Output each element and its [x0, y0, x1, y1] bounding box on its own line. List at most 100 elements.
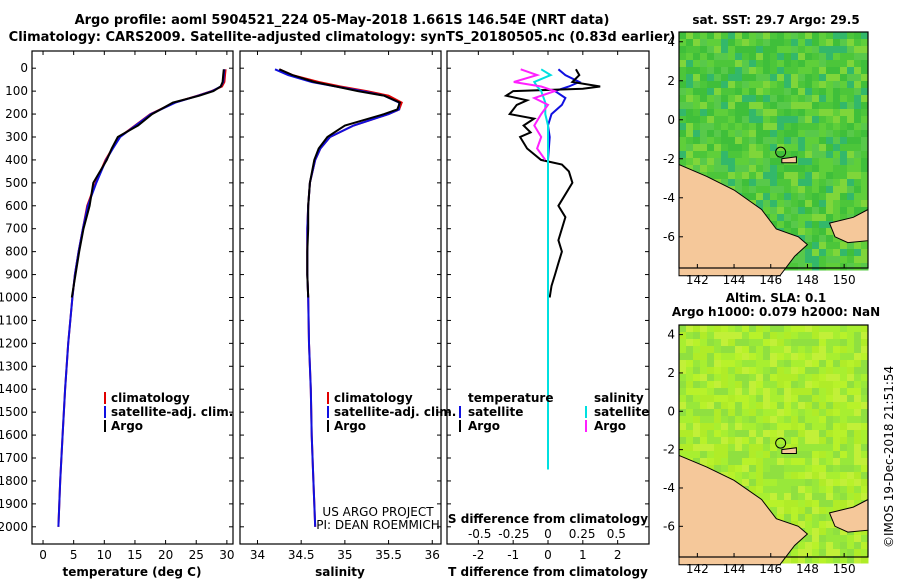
map-cell	[819, 186, 827, 194]
depth-axis: 0100200300400500600700800900100011001200…	[0, 61, 649, 534]
map-cell	[826, 472, 834, 480]
map-cell	[749, 346, 757, 354]
map-cell	[805, 158, 813, 166]
map-cell	[861, 116, 869, 124]
map-cell	[735, 186, 743, 194]
map-cell	[805, 74, 813, 82]
map-cell	[840, 535, 848, 543]
map-cell	[784, 116, 792, 124]
map-cell	[833, 381, 841, 389]
map-cell	[777, 207, 785, 215]
map-cell	[756, 186, 764, 194]
map-cell	[805, 381, 813, 389]
map-cell	[791, 172, 799, 180]
map-cell	[770, 53, 778, 61]
map-cell	[833, 346, 841, 354]
map-cell	[854, 374, 862, 382]
map-cell	[763, 381, 771, 389]
map-cell	[784, 109, 792, 117]
map-cell	[840, 207, 848, 215]
map-cell	[847, 263, 855, 271]
map-cell	[805, 116, 813, 124]
map-cell	[707, 130, 715, 138]
map-cell	[735, 339, 743, 347]
map-cell	[805, 165, 813, 173]
map-cell	[777, 172, 785, 180]
s-difference-axis: -0.5 -0.25 0 0.25 0.5	[468, 527, 626, 541]
depth-tick-label: 1300	[0, 359, 28, 373]
map-cell	[721, 402, 729, 410]
map-cell	[840, 256, 848, 264]
map-cell	[791, 109, 799, 117]
map-cell	[735, 109, 743, 117]
map-cell	[735, 409, 743, 417]
map-cell	[742, 109, 750, 117]
map-cell	[791, 556, 799, 564]
land-manus	[781, 447, 797, 454]
map-cell	[721, 95, 729, 103]
map-cell	[805, 535, 813, 543]
map-cell	[847, 416, 855, 424]
map-cell	[861, 137, 869, 145]
map-cell	[679, 346, 687, 354]
map-cell	[798, 263, 806, 271]
map-cell	[812, 472, 820, 480]
map-cell	[854, 451, 862, 459]
map-cell	[693, 367, 701, 375]
map-cell	[700, 402, 708, 410]
map-cell	[854, 486, 862, 494]
map-cell	[770, 88, 778, 96]
map-cell	[721, 423, 729, 431]
map-cell	[784, 381, 792, 389]
map-cell	[693, 74, 701, 82]
map-cell	[693, 151, 701, 159]
map-cell	[770, 32, 778, 40]
map-cell	[679, 67, 687, 75]
map-cell	[812, 235, 820, 243]
map-cell	[840, 32, 848, 40]
map-cell	[721, 353, 729, 361]
map-cell	[742, 325, 750, 333]
map-cell	[777, 221, 785, 229]
map-cell	[812, 353, 820, 361]
map-cell	[700, 360, 708, 368]
map-cell	[833, 535, 841, 543]
map-cell	[721, 381, 729, 389]
map-cell	[861, 67, 869, 75]
map-cell	[819, 556, 827, 564]
map-cell	[812, 416, 820, 424]
map-cell	[791, 88, 799, 96]
map-cell	[833, 367, 841, 375]
x-tick-label: -1	[507, 548, 519, 562]
map-cell	[819, 493, 827, 501]
map-cell	[833, 325, 841, 333]
map-cell	[707, 381, 715, 389]
map-cell	[714, 346, 722, 354]
map-cell	[833, 60, 841, 68]
map-cell	[693, 353, 701, 361]
map-cell	[707, 165, 715, 173]
map-cell	[735, 130, 743, 138]
map-cell	[721, 430, 729, 438]
map-cell	[763, 200, 771, 208]
map-cell	[735, 423, 743, 431]
map-cell	[721, 339, 729, 347]
map-cell	[791, 214, 799, 222]
map-cell	[707, 430, 715, 438]
map-cell	[861, 346, 869, 354]
depth-tick-label: 1400	[0, 382, 28, 396]
map-cell	[826, 360, 834, 368]
map-cell	[861, 102, 869, 110]
map-cell	[805, 493, 813, 501]
map-cell	[714, 360, 722, 368]
map-cell	[861, 200, 869, 208]
map-cell	[686, 444, 694, 452]
map-y-tick-label: -4	[663, 191, 675, 205]
map-cell	[812, 409, 820, 417]
map-cell	[770, 200, 778, 208]
map-cell	[686, 144, 694, 152]
map-cell	[805, 228, 813, 236]
map-cell	[840, 60, 848, 68]
map-cell	[770, 430, 778, 438]
map-cell	[798, 339, 806, 347]
